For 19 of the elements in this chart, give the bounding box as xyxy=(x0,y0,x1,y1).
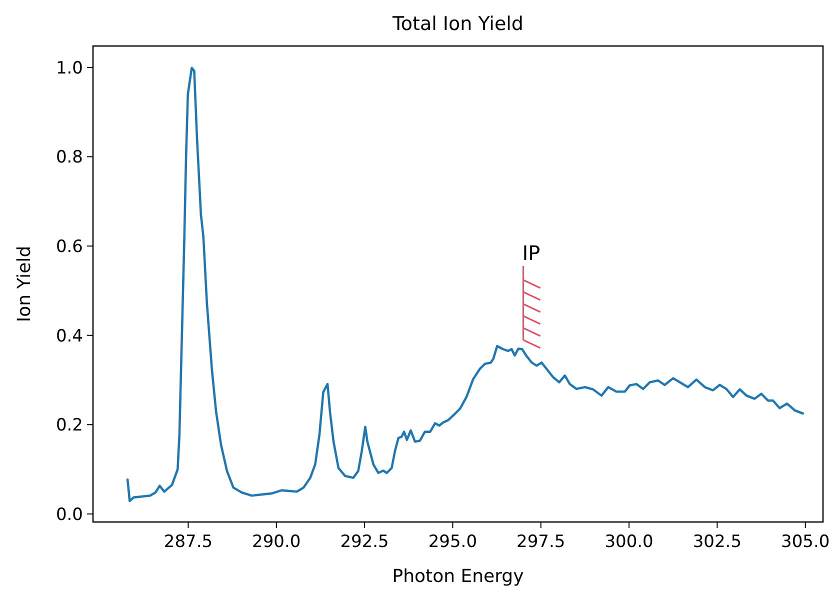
chart-title: Total Ion Yield xyxy=(392,13,524,35)
y-tick-label: 0.4 xyxy=(56,326,83,346)
y-tick-label: 0.8 xyxy=(56,148,83,168)
x-tick-label: 295.0 xyxy=(428,532,478,552)
y-tick-label: 0.6 xyxy=(56,236,83,257)
y-tick-label: 0.0 xyxy=(56,504,83,525)
y-axis-title: Ion Yield xyxy=(14,246,35,322)
x-tick-label: 300.0 xyxy=(604,532,654,552)
x-tick-label: 287.5 xyxy=(164,532,213,552)
x-tick-label: 297.5 xyxy=(516,532,566,552)
ref-line-label: IP xyxy=(522,241,540,265)
y-tick-label: 1.0 xyxy=(56,58,83,78)
line-series xyxy=(126,66,804,502)
x-tick-label: 292.5 xyxy=(340,532,389,552)
x-tick-label: 302.5 xyxy=(692,532,742,552)
x-axis-title: Photon Energy xyxy=(392,566,524,587)
y-tick-label: 0.2 xyxy=(56,416,83,436)
x-tick-label: 305.0 xyxy=(781,532,830,552)
x-tick-label: 290.0 xyxy=(252,532,301,552)
